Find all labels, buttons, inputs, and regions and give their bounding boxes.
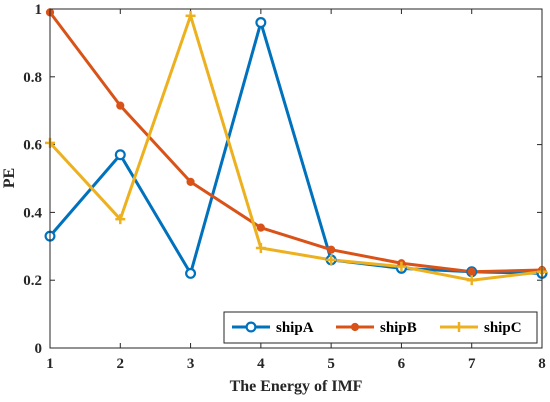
x-tick-label: 3 [187,356,195,372]
x-tick-label: 1 [46,356,54,372]
legend-label-shipA: shipA [276,320,314,336]
legend-label-shipB: shipB [380,320,417,336]
y-tick-label: 1 [35,2,43,18]
legend-marker-shipB [350,322,360,332]
x-tick-label: 5 [327,356,335,372]
x-tick-label: 6 [398,356,406,372]
data-point-shipB [186,177,195,186]
data-point-shipB [327,245,336,254]
data-point-shipC [326,254,337,265]
x-tick-label: 2 [117,356,125,372]
x-axis-ticks: 1 2 3 4 5 6 7 8 [46,9,546,372]
y-tick-label: 0.4 [23,205,42,221]
data-point-shipA [185,267,197,279]
series-lines [48,11,543,282]
series-line-shipB [48,11,543,274]
data-point-shipB [116,101,125,110]
plot-frame [49,8,543,349]
data-point-shipB [467,267,476,276]
plot-area [50,9,542,348]
y-tick-label: 0.6 [23,138,42,154]
y-tick-label: 0.2 [23,273,42,289]
x-tick-label: 8 [538,356,546,372]
x-tick-label: 4 [257,356,265,372]
legend-marker-shipA [245,321,257,333]
y-tick-label: 0 [35,341,43,357]
legend-label-shipC: shipC [484,320,522,336]
y-tick-label: 0.8 [23,70,42,86]
data-point-shipC [396,261,407,272]
series-markers [44,8,548,286]
data-point-shipC [115,214,126,225]
series-line-shipC [48,14,543,282]
data-point-shipC [185,10,196,21]
data-point-shipB [256,223,265,232]
y-axis-ticks: 0 0.2 0.4 0.6 0.8 1 [23,2,542,357]
data-point-shipA [114,149,126,161]
data-point-shipC [255,242,266,253]
x-tick-label: 7 [468,356,476,372]
legend-box [223,311,538,344]
x-axis-title: The Energy of IMF [230,378,363,395]
data-point-shipC [466,275,477,286]
data-point-shipA [255,17,267,29]
legend: shipA shipB shipC [223,311,538,344]
legend-marker-shipC [454,322,464,332]
y-axis-title: PE [1,168,18,188]
